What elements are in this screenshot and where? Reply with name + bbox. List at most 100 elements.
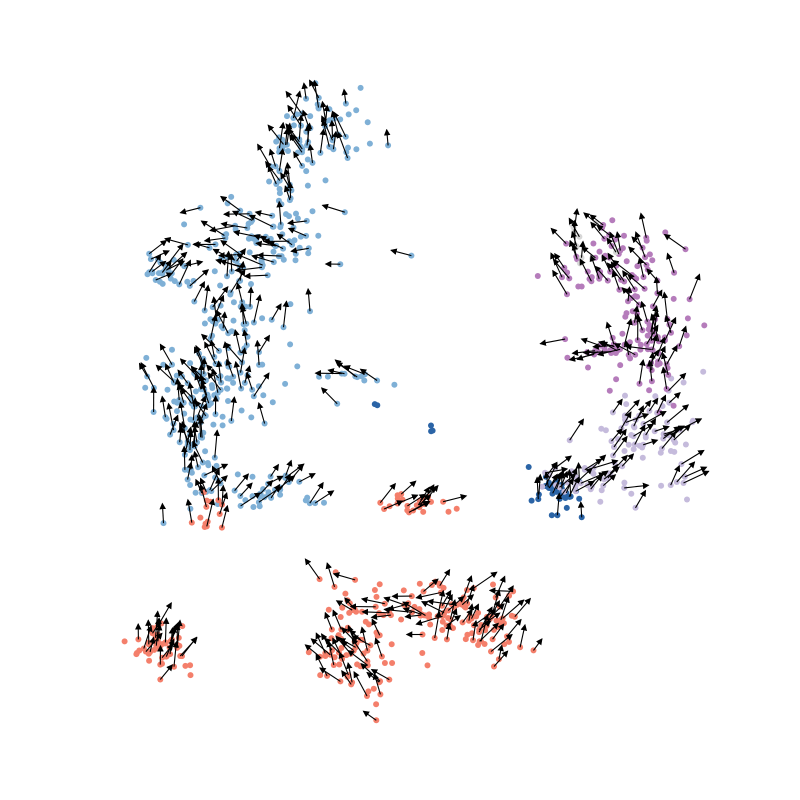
velocity-arrow (594, 265, 609, 281)
scatter-point (226, 375, 233, 382)
velocity-arrow (638, 212, 647, 238)
scatter-point (646, 387, 653, 394)
velocity-arrow (471, 619, 479, 641)
velocity-arrow (290, 247, 309, 254)
velocity-arrow (219, 484, 227, 505)
scatter-point (169, 346, 175, 353)
velocity-arrow (257, 252, 282, 259)
velocity-arrow (208, 339, 216, 358)
scatter-point (187, 360, 194, 367)
velocity-arrow (258, 486, 282, 503)
scatter-point (598, 425, 605, 432)
scatter-point (277, 491, 284, 498)
velocity-arrow (186, 461, 194, 480)
velocity-arrow (415, 591, 442, 600)
velocity-arrow (235, 253, 263, 266)
scatter-point (219, 422, 226, 429)
scatter-point (644, 332, 651, 339)
velocity-arrow (177, 383, 193, 399)
velocity-arrow (260, 479, 274, 494)
scatter-point (285, 148, 291, 154)
velocity-arrow (187, 381, 195, 407)
velocity-arrow (321, 115, 334, 141)
scatter-point (213, 395, 220, 402)
velocity-arrow (689, 273, 701, 300)
scatter-point (700, 368, 707, 375)
velocity-arrow (155, 364, 175, 382)
velocity-arrow (184, 259, 204, 267)
scatter-point (623, 310, 630, 317)
velocity-arrow (490, 633, 513, 652)
scatter-point (357, 84, 364, 91)
velocity-arrow (150, 250, 170, 260)
scatter-point (255, 383, 262, 390)
velocity-arrow (287, 227, 307, 237)
velocity-arrow (552, 258, 570, 279)
velocity-arrow (407, 493, 427, 507)
scatter-point (287, 301, 294, 308)
velocity-arrow (555, 492, 563, 516)
velocity-arrow (219, 492, 229, 515)
scatter-point (374, 402, 381, 409)
velocity-arrow (193, 242, 210, 249)
velocity-arrow (193, 281, 205, 302)
points-layer (121, 80, 708, 724)
velocity-arrow (366, 671, 380, 683)
velocity-arrow (651, 334, 659, 351)
scatter-point (628, 490, 635, 497)
velocity-arrow (581, 246, 596, 259)
scatter-point (187, 505, 194, 512)
scatter-point (548, 512, 555, 519)
scatter-point (621, 448, 628, 454)
velocity-arrow (569, 239, 577, 257)
velocity-arrow (314, 490, 335, 504)
scatter-point (598, 487, 605, 494)
velocity-arrow (625, 286, 633, 302)
scatter-point (305, 250, 312, 257)
scatter-point (416, 580, 423, 587)
scatter-point (680, 379, 687, 386)
velocity-arrow (179, 637, 198, 657)
scatter-point (146, 657, 153, 664)
velocity-arrow (220, 195, 241, 212)
velocity-arrow (670, 464, 681, 486)
scatter-point (342, 590, 349, 597)
scatter-point (182, 662, 189, 669)
velocity-arrow (240, 492, 262, 507)
scatter-point (163, 415, 170, 422)
velocity-arrow (194, 373, 202, 390)
velocity-arrow (254, 210, 273, 217)
scatter-point (440, 584, 447, 591)
velocity-arrow (638, 359, 646, 384)
velocity-arrow (188, 454, 195, 470)
velocity-arrow (400, 480, 417, 495)
scatter-point (336, 661, 343, 668)
velocity-arrow (479, 622, 499, 642)
velocity-arrow (309, 79, 320, 99)
scatter-point (563, 504, 570, 511)
velocity-arrow (596, 224, 610, 236)
velocity-arrow (660, 352, 669, 376)
scatter-point (284, 113, 290, 120)
velocity-arrow (170, 623, 179, 642)
velocity-arrow (645, 417, 657, 436)
velocity-arrow (627, 273, 645, 290)
scatter-point (667, 448, 674, 454)
scatter-point (234, 471, 241, 478)
velocity-arrow (575, 462, 583, 482)
velocity-arrow (332, 609, 342, 630)
velocity-arrow (148, 239, 168, 255)
velocity-arrow (514, 597, 532, 618)
scatter-point (202, 448, 209, 455)
scatter-point (630, 446, 637, 453)
velocity-arrow (361, 608, 390, 616)
scatter-point (259, 315, 266, 322)
velocity-arrow (243, 272, 268, 280)
velocity-arrow (239, 347, 248, 373)
velocity-arrow (181, 445, 188, 470)
velocity-arrow (245, 371, 253, 390)
velocity-arrow (206, 498, 216, 527)
velocity-arrow (324, 611, 333, 630)
velocity-arrow (383, 606, 413, 614)
velocity-arrow (449, 599, 457, 620)
